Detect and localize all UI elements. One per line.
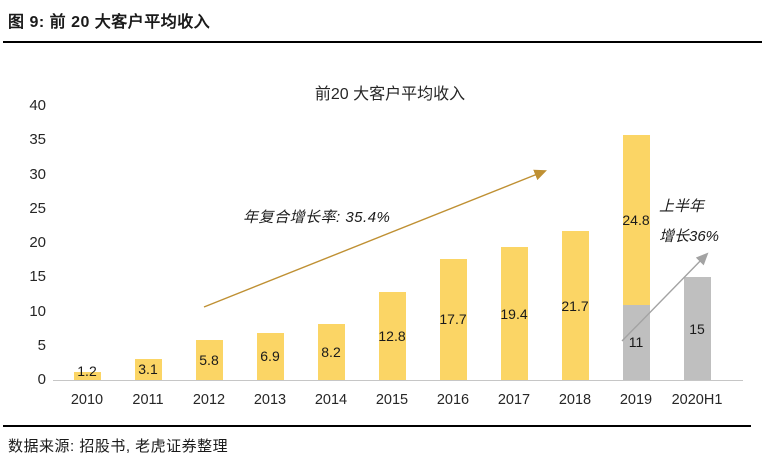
bar-value-label: 21.7 [561,297,589,314]
source-note: 数据来源: 招股书, 老虎证券整理 [8,438,229,455]
x-tick-label: 2010 [70,392,104,408]
bar-value-label: 15 [689,320,705,337]
bar-value-label: 11 [628,334,644,351]
x-tick-label: 2015 [375,392,409,408]
bar-value-label: 19.4 [500,305,528,322]
y-tick-label: 40 [29,97,46,114]
y-tick-label: 0 [37,371,46,388]
x-tick-label: 2012 [192,392,226,408]
x-axis-line [53,380,743,381]
x-tick-label: 2016 [436,392,470,408]
x-tick-label: 2017 [497,392,531,408]
bar-value-label: 5.8 [199,352,219,369]
y-tick-label: 20 [29,234,46,251]
bar-value-label: 17.7 [439,311,467,328]
bar-value-label: 8.2 [321,343,341,360]
bar-segment-2010 [73,371,101,380]
bar-value-label: 1.2 [77,363,97,379]
cagr-arrow [203,169,547,308]
figure-title: 图 9: 前 20 大客户平均收入 [8,14,211,31]
cagr-annotation: 年复合增长率: 35.4% [243,209,391,226]
bar-segment-2011 [134,358,162,380]
y-tick-label: 30 [29,165,46,183]
h1-growth-line1: 上半年 [659,198,705,215]
bar-segment-2014 [317,323,345,380]
x-tick-label: 2020H1 [671,392,723,408]
y-tick-label: 15 [29,268,46,286]
bar-value-label: 3.1 [138,361,158,378]
h1-growth-line2: 增长36% [659,228,720,245]
bar-segment-2012 [195,340,223,380]
bar-value-label: 6.9 [260,348,280,365]
bar-value-label: 12.8 [378,328,406,345]
y-tick-label: 35 [29,131,46,149]
bar-segment-2013 [256,332,284,380]
x-tick-label: 2011 [132,392,164,408]
bottom-divider [3,425,751,427]
y-tick-label: 10 [29,302,46,320]
bar-value-label: 24.8 [622,211,650,228]
bar-segment-2018 [561,231,589,380]
x-tick-label: 2018 [558,392,592,408]
h1-growth-annotation: 上半年 增长36% [659,192,719,252]
x-tick-label: 2019 [619,392,653,408]
chart-title: 前20 大客户平均收入 [314,86,466,103]
top-divider [3,41,762,43]
y-tick-label: 25 [29,199,46,217]
x-tick-label: 2014 [314,392,348,408]
y-tick-label: 5 [37,336,46,354]
x-tick-label: 2013 [253,392,287,408]
